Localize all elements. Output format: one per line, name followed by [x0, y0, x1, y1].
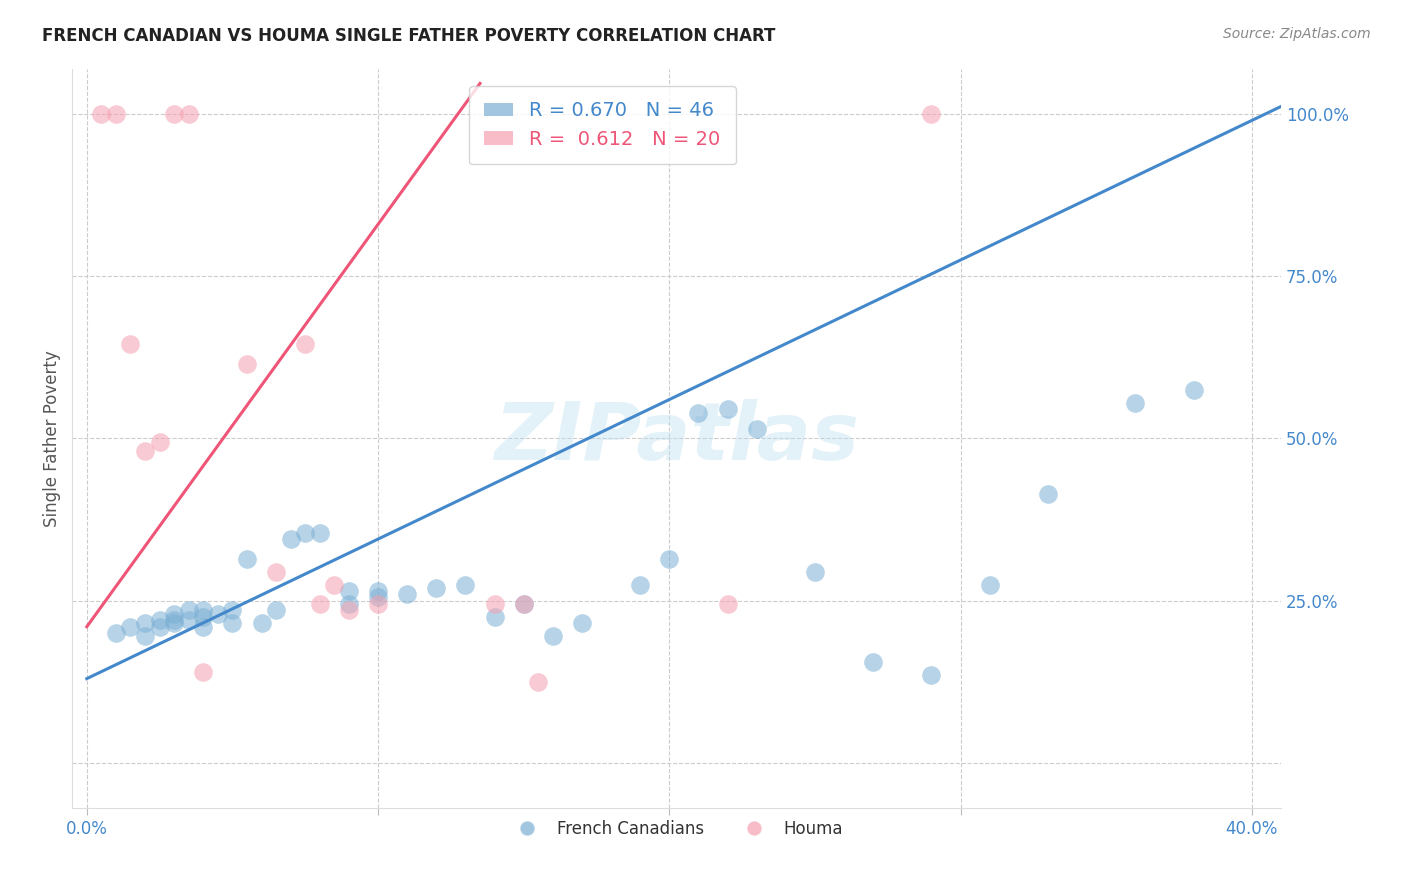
Point — [308, 525, 330, 540]
Point — [193, 603, 215, 617]
Point — [979, 577, 1001, 591]
Point — [221, 616, 243, 631]
Text: FRENCH CANADIAN VS HOUMA SINGLE FATHER POVERTY CORRELATION CHART: FRENCH CANADIAN VS HOUMA SINGLE FATHER P… — [42, 27, 776, 45]
Point — [337, 603, 360, 617]
Point — [177, 603, 200, 617]
Point — [337, 584, 360, 599]
Point — [628, 577, 651, 591]
Point — [177, 107, 200, 121]
Point — [294, 337, 316, 351]
Point — [527, 674, 550, 689]
Y-axis label: Single Father Poverty: Single Father Poverty — [44, 350, 60, 527]
Point — [163, 107, 186, 121]
Point — [207, 607, 229, 621]
Point — [163, 607, 186, 621]
Point — [512, 597, 534, 611]
Point — [90, 107, 112, 121]
Point — [367, 584, 389, 599]
Point — [221, 603, 243, 617]
Point — [134, 630, 156, 644]
Point — [294, 525, 316, 540]
Point — [177, 613, 200, 627]
Point — [149, 434, 172, 449]
Point — [658, 551, 681, 566]
Point — [134, 616, 156, 631]
Point — [236, 551, 259, 566]
Point — [920, 107, 942, 121]
Point — [104, 626, 127, 640]
Point — [367, 597, 389, 611]
Point — [250, 616, 273, 631]
Point — [264, 565, 287, 579]
Point — [484, 610, 506, 624]
Legend: French Canadians, Houma: French Canadians, Houma — [503, 814, 849, 845]
Point — [716, 597, 738, 611]
Point — [688, 405, 710, 419]
Point — [1123, 396, 1146, 410]
Point — [236, 357, 259, 371]
Point — [512, 597, 534, 611]
Point — [484, 597, 506, 611]
Text: Source: ZipAtlas.com: Source: ZipAtlas.com — [1223, 27, 1371, 41]
Point — [149, 620, 172, 634]
Point — [1036, 486, 1059, 500]
Point — [396, 587, 419, 601]
Point — [337, 597, 360, 611]
Point — [104, 107, 127, 121]
Point — [804, 565, 827, 579]
Point — [149, 613, 172, 627]
Point — [425, 581, 447, 595]
Point — [541, 630, 564, 644]
Point — [193, 610, 215, 624]
Point — [323, 577, 346, 591]
Point — [308, 597, 330, 611]
Point — [920, 668, 942, 682]
Point — [862, 656, 884, 670]
Point — [571, 616, 593, 631]
Point — [280, 532, 302, 546]
Text: ZIPatlas: ZIPatlas — [494, 400, 859, 477]
Point — [367, 591, 389, 605]
Point — [120, 620, 142, 634]
Point — [163, 616, 186, 631]
Point — [163, 613, 186, 627]
Point — [454, 577, 477, 591]
Point — [716, 402, 738, 417]
Point — [134, 444, 156, 458]
Point — [193, 620, 215, 634]
Point — [1182, 383, 1205, 397]
Point — [120, 337, 142, 351]
Point — [745, 422, 768, 436]
Point — [264, 603, 287, 617]
Point — [193, 665, 215, 680]
